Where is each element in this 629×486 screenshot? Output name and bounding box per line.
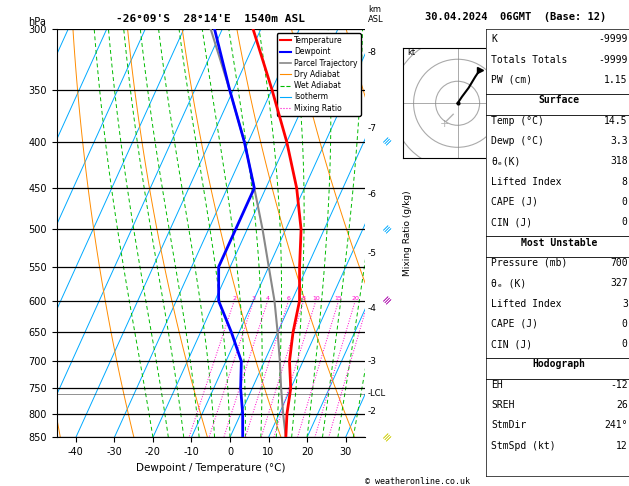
Text: -6: -6 (368, 190, 377, 199)
Text: 0: 0 (622, 319, 628, 329)
Text: 700: 700 (610, 258, 628, 268)
Text: θₑ (K): θₑ (K) (491, 278, 526, 288)
Text: © weatheronline.co.uk: © weatheronline.co.uk (365, 477, 470, 486)
Text: 0: 0 (622, 197, 628, 207)
Text: Lifted Index: Lifted Index (491, 176, 562, 187)
Text: -LCL: -LCL (368, 389, 386, 398)
Text: $\equiv$: $\equiv$ (379, 222, 394, 237)
Text: 3.3: 3.3 (610, 136, 628, 146)
Text: km
ASL: km ASL (368, 5, 384, 24)
Text: kt: kt (407, 48, 415, 57)
Text: 12: 12 (616, 441, 628, 451)
Text: -8: -8 (368, 48, 377, 56)
Text: 10: 10 (312, 296, 320, 301)
Text: 327: 327 (610, 278, 628, 288)
Text: CIN (J): CIN (J) (491, 217, 533, 227)
Text: K: K (491, 35, 498, 44)
Text: +: + (440, 120, 449, 129)
Text: -5: -5 (368, 249, 377, 258)
Text: θₑ(K): θₑ(K) (491, 156, 521, 166)
Text: -9999: -9999 (598, 54, 628, 65)
Text: StmSpd (kt): StmSpd (kt) (491, 441, 556, 451)
Text: PW (cm): PW (cm) (491, 75, 533, 85)
Text: -3: -3 (368, 357, 377, 366)
Text: -12: -12 (610, 380, 628, 390)
Text: 3: 3 (622, 298, 628, 309)
Text: 30.04.2024  06GMT  (Base: 12): 30.04.2024 06GMT (Base: 12) (425, 12, 606, 22)
Text: Temp (°C): Temp (°C) (491, 116, 544, 125)
Text: $\equiv$: $\equiv$ (379, 134, 394, 150)
Text: 4: 4 (265, 296, 270, 301)
Text: Pressure (mb): Pressure (mb) (491, 258, 568, 268)
Text: SREH: SREH (491, 400, 515, 410)
Text: -4: -4 (368, 304, 377, 313)
Text: hPa: hPa (28, 17, 46, 27)
Text: Hodograph: Hodograph (532, 360, 585, 369)
Text: 241°: 241° (604, 420, 628, 431)
Text: 3: 3 (252, 296, 255, 301)
Legend: Temperature, Dewpoint, Parcel Trajectory, Dry Adiabat, Wet Adiabat, Isotherm, Mi: Temperature, Dewpoint, Parcel Trajectory… (277, 33, 361, 116)
Text: Totals Totals: Totals Totals (491, 54, 568, 65)
Text: Lifted Index: Lifted Index (491, 298, 562, 309)
Text: $\equiv$: $\equiv$ (379, 430, 394, 445)
Text: 0: 0 (622, 339, 628, 349)
Text: $\equiv$: $\equiv$ (379, 293, 394, 309)
Text: -9999: -9999 (598, 35, 628, 44)
Text: Surface: Surface (538, 95, 579, 105)
Text: 0: 0 (622, 217, 628, 227)
Text: CAPE (J): CAPE (J) (491, 197, 538, 207)
Text: CAPE (J): CAPE (J) (491, 319, 538, 329)
Text: Mixing Ratio (g/kg): Mixing Ratio (g/kg) (403, 191, 413, 276)
Text: 318: 318 (610, 156, 628, 166)
Text: StmDir: StmDir (491, 420, 526, 431)
Text: 8: 8 (302, 296, 306, 301)
Text: 6: 6 (286, 296, 291, 301)
Text: -2: -2 (368, 407, 377, 416)
Text: 20: 20 (351, 296, 359, 301)
Text: Dewp (°C): Dewp (°C) (491, 136, 544, 146)
Text: 2: 2 (232, 296, 237, 301)
Text: CIN (J): CIN (J) (491, 339, 533, 349)
Text: 15: 15 (335, 296, 342, 301)
Text: 8: 8 (622, 176, 628, 187)
X-axis label: Dewpoint / Temperature (°C): Dewpoint / Temperature (°C) (136, 463, 286, 473)
Text: -26°09'S  28°14'E  1540m ASL: -26°09'S 28°14'E 1540m ASL (116, 14, 305, 24)
Text: -7: -7 (368, 124, 377, 134)
Text: 26: 26 (616, 400, 628, 410)
Text: 14.5: 14.5 (604, 116, 628, 125)
Text: 1.15: 1.15 (604, 75, 628, 85)
Text: EH: EH (491, 380, 503, 390)
Text: Most Unstable: Most Unstable (521, 238, 597, 247)
